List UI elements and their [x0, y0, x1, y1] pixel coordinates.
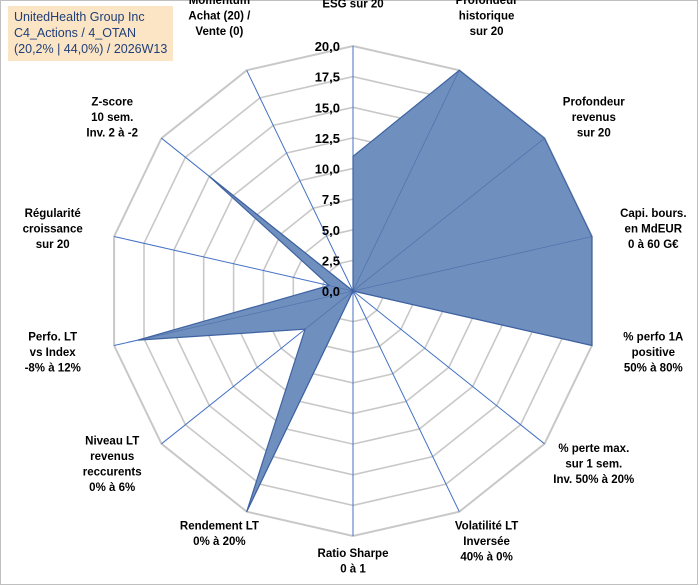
radial-tick-label: 20,0 [315, 39, 340, 54]
axis-label: positive [632, 347, 675, 359]
axis-label: Régularité [25, 208, 81, 220]
data-series-area [137, 69, 593, 512]
radial-tick-label: 12,5 [315, 131, 340, 146]
axis-label: Vente (0) [195, 26, 243, 38]
axis-label: Volatilité LT [455, 521, 518, 533]
axis-spoke-inner [352, 290, 592, 346]
radial-tick-label: 2,5 [322, 253, 340, 268]
axis-spoke-inner [246, 290, 354, 512]
axis-label: reccurents [83, 466, 142, 478]
axis-label: Inv. 50% à 20% [553, 474, 634, 486]
axis-spoke [113, 236, 354, 292]
axis-label: 0 à 1 [340, 564, 366, 576]
axis-spoke [352, 290, 545, 445]
axis-spoke [352, 290, 460, 512]
axis-label: 40% à 0% [460, 552, 512, 564]
axis-label: Ratio Sharpe [318, 548, 389, 560]
axis-label: -8% à 12% [25, 363, 81, 375]
axis-label: en MdEUR [625, 223, 683, 235]
axis-label: revenus [90, 451, 134, 463]
axis-spoke-inner [352, 137, 545, 292]
axis-label: 10 sem. [91, 112, 133, 124]
radial-tick-label: 10,0 [315, 162, 340, 177]
axis-label: Niveau LT [85, 435, 139, 447]
axis-label: Z-score [91, 96, 133, 108]
axis-label: sur 1 sem. [565, 459, 622, 471]
axis-spoke-inner [304, 290, 354, 330]
axis-spoke [246, 70, 354, 292]
axis-label: revenus [572, 112, 616, 124]
axis-spoke-inner [352, 236, 592, 292]
axis-label: croissance [23, 223, 83, 235]
axis-spoke-inner [137, 290, 354, 341]
title-line-company: UnitedHealth Group Inc [14, 10, 145, 24]
axis-label: Rendement LT [180, 521, 259, 533]
axis-label: 50% à 80% [624, 363, 683, 375]
axis-label: % perte max. [558, 443, 629, 455]
axis-label: Inversée [463, 536, 510, 548]
axis-label: vs Index [30, 347, 77, 359]
axis-label: Profondeur [456, 0, 518, 7]
radial-tick-label: 7,5 [322, 192, 340, 207]
axis-label: ESG sur 20 [322, 0, 383, 11]
axis-label: Momentum [189, 0, 250, 7]
axis-label: 0% à 6% [89, 482, 135, 494]
axis-label: Achat (20) / [188, 11, 251, 23]
axis-spoke-inner [209, 176, 354, 292]
axis-label: sur 20 [577, 127, 611, 139]
radial-tick-label: 5,0 [322, 223, 340, 238]
axis-label: sur 20 [470, 26, 504, 38]
axis-label: % perfo 1A [623, 332, 683, 344]
axis-label: Profondeur [563, 96, 625, 108]
axis-label: Perfo. LT [28, 332, 77, 344]
axis-label: 0 à 60 G€ [628, 239, 679, 251]
axis-label: Inv. 2 à -2 [86, 127, 138, 139]
chart-title-box: UnitedHealth Group Inc C4_Actions / 4_OT… [8, 6, 174, 61]
axis-label: sur 20 [36, 239, 70, 251]
axis-spoke-inner [329, 285, 354, 292]
axis-label: Capi. bours. [620, 208, 686, 220]
axis-label: 0% à 20% [193, 536, 245, 548]
radial-tick-label: 0,0 [322, 284, 340, 299]
title-line-stats: (20,2% | 44,0%) / 2026W13 [14, 42, 168, 56]
radial-tick-label: 17,5 [315, 70, 340, 85]
axis-spoke-inner [352, 70, 460, 292]
axis-label: historique [459, 11, 515, 23]
radial-tick-label: 15,0 [315, 100, 340, 115]
title-line-category: C4_Actions / 4_OTAN [14, 26, 137, 40]
